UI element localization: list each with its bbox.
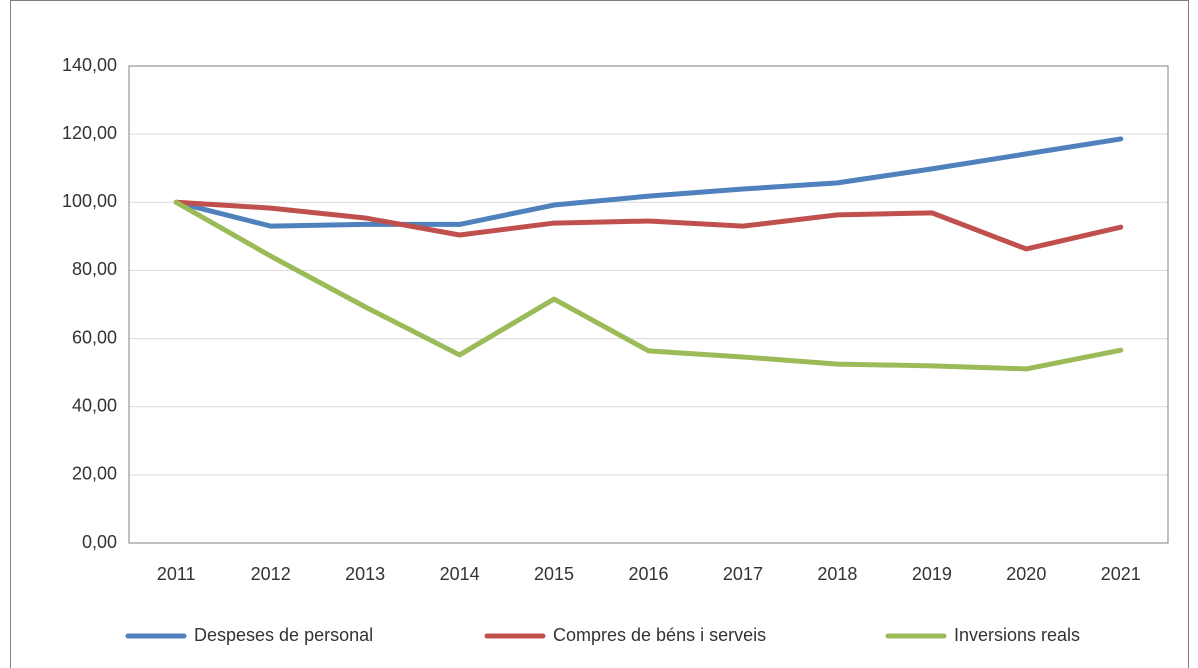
y-tick-label: 80,00: [72, 259, 117, 279]
x-tick-label: 2013: [345, 564, 385, 584]
y-tick-label: 140,00: [62, 55, 117, 75]
x-tick-label: 2011: [157, 564, 196, 584]
line-series: [173, 199, 1124, 372]
x-tick-label: 2018: [817, 564, 857, 584]
legend-label: Despeses de personal: [194, 625, 373, 645]
y-tick-label: 120,00: [62, 123, 117, 143]
y-tick-label: 40,00: [72, 395, 117, 415]
y-tick-label: 20,00: [72, 464, 117, 484]
plot-border: [128, 65, 1169, 544]
y-tick-label: 60,00: [72, 327, 117, 347]
chart-frame: [10, 0, 1189, 668]
x-tick-label: 2016: [628, 564, 668, 584]
x-tick-label: 2015: [534, 564, 574, 584]
x-tick-label: 2021: [1101, 564, 1141, 584]
line-series: [173, 199, 1124, 252]
x-tick-label: 2020: [1006, 564, 1046, 584]
x-tick-label: 2012: [251, 564, 291, 584]
x-tick-label: 2017: [723, 564, 763, 584]
legend-label: Compres de béns i serveis: [553, 625, 766, 645]
y-tick-label: 100,00: [62, 191, 117, 211]
y-tick-label: 0,00: [82, 532, 117, 552]
x-tick-label: 2014: [440, 564, 480, 584]
line-series: [173, 136, 1124, 229]
legend-label: Inversions reals: [954, 625, 1080, 645]
x-tick-label: 2019: [912, 564, 952, 584]
